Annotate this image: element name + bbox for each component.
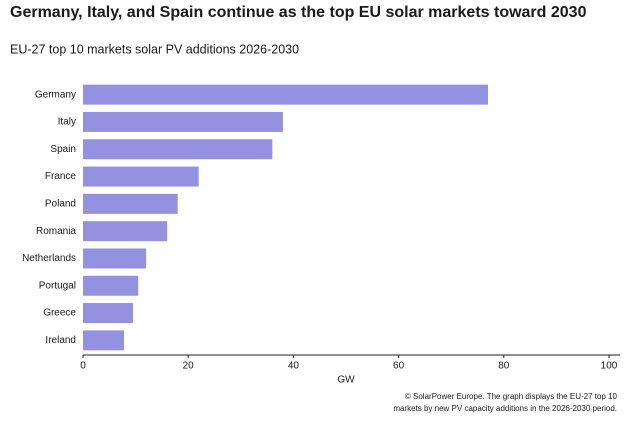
bar xyxy=(83,330,125,351)
bar xyxy=(83,275,139,296)
chart-subtitle: EU-27 top 10 markets solar PV additions … xyxy=(10,42,299,56)
caption: © SolarPower Europe. The graph displays … xyxy=(405,392,618,401)
chart-title: Germany, Italy, and Spain continue as th… xyxy=(10,4,587,21)
caption: markets by new PV capacity additions in … xyxy=(393,404,617,413)
bar xyxy=(83,166,199,187)
y-tick-label: Spain xyxy=(50,144,76,155)
bar xyxy=(83,111,283,132)
x-tick-label: 60 xyxy=(393,361,405,372)
y-tick-label: France xyxy=(45,171,77,182)
bar xyxy=(83,248,147,269)
x-tick-label: 80 xyxy=(498,361,510,372)
y-tick-label: Netherlands xyxy=(22,253,76,264)
y-tick-label: Italy xyxy=(58,117,76,128)
x-tick-label: 20 xyxy=(183,361,195,372)
y-tick-label: Poland xyxy=(45,198,76,209)
y-tick-label: Romania xyxy=(36,226,76,237)
y-tick-label: Portugal xyxy=(39,280,76,291)
y-tick-label: Germany xyxy=(35,89,76,100)
x-tick-label: 100 xyxy=(601,361,618,372)
x-tick-label: 0 xyxy=(80,361,86,372)
bar xyxy=(83,84,489,105)
x-tick-label: 40 xyxy=(288,361,300,372)
bar xyxy=(83,139,273,160)
bar xyxy=(83,193,178,214)
bar xyxy=(83,303,133,324)
x-axis-label: GW xyxy=(337,375,355,386)
y-tick-label: Greece xyxy=(43,308,76,319)
bar xyxy=(83,221,168,242)
y-tick-label: Ireland xyxy=(45,335,76,346)
